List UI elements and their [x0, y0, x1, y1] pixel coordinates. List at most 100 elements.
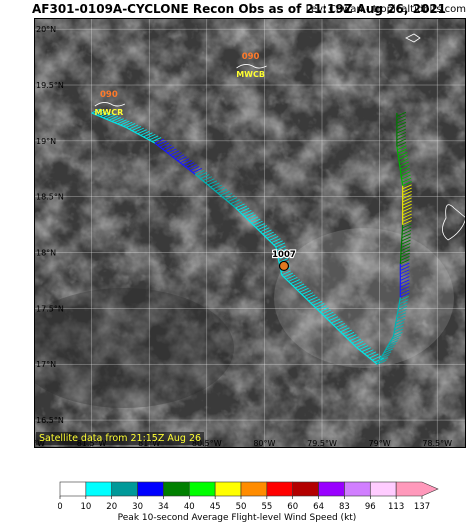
colorbar-segment: [240, 481, 268, 497]
wind-barb: [197, 172, 207, 177]
colorbar-segment: [266, 481, 294, 497]
wind-barb: [401, 174, 411, 180]
wind-barb: [108, 115, 119, 121]
wind-barb: [192, 167, 202, 173]
wind-barb: [402, 181, 412, 186]
wind-barb: [331, 318, 341, 324]
wind-barb: [380, 354, 390, 360]
wind-barb: [400, 249, 411, 255]
wind-barb: [167, 148, 177, 154]
colorbar-tick-label: 20: [106, 502, 117, 512]
wind-barb: [246, 214, 256, 220]
wind-barb: [308, 296, 318, 302]
station-id-label: 090: [242, 52, 260, 62]
flight-track: [91, 108, 412, 365]
wind-barb: [215, 186, 225, 192]
wind-barb: [257, 225, 268, 230]
colorbar-segment: [318, 481, 345, 497]
wind-barb: [227, 197, 238, 202]
wind-barb: [134, 127, 144, 133]
wind-barb: [306, 294, 316, 300]
wind-barb: [396, 315, 406, 321]
track-segment: [275, 246, 283, 276]
wind-barb: [162, 144, 172, 150]
wind-barb: [400, 279, 410, 285]
satellite-caption: Satellite data from 21:15Z Aug 26: [36, 432, 205, 445]
wind-barb: [347, 334, 357, 339]
wind-barb: [182, 160, 192, 166]
wind-barb: [396, 131, 407, 137]
wind-barb: [400, 289, 410, 295]
wind-barb: [402, 213, 412, 219]
wind-barb: [157, 140, 167, 146]
wind-barb: [397, 145, 407, 151]
colorbar-tick-label: 30: [132, 502, 143, 512]
wind-barb: [401, 229, 412, 235]
wind-barb: [391, 334, 401, 340]
wind-barb: [271, 238, 281, 244]
stations: 090 MWCB 090 MWCR: [94, 52, 267, 117]
wind-barb: [395, 318, 405, 324]
wind-barb: [402, 216, 412, 222]
wind-barb: [312, 300, 323, 306]
wind-barb: [402, 210, 412, 216]
wind-barb: [402, 184, 412, 190]
colorbar-tick-label: 113: [388, 502, 404, 512]
wind-barb: [358, 345, 369, 350]
wind-barb: [349, 336, 359, 342]
track-segment: [235, 207, 277, 248]
wind-barb: [400, 164, 410, 170]
wind-barb: [400, 252, 410, 258]
wind-barb: [220, 190, 230, 196]
wind-barb: [385, 345, 395, 351]
x-tick-label: 79.5°W: [307, 439, 337, 448]
wind-barb: [294, 283, 305, 289]
wind-barb: [276, 245, 286, 251]
colorbar-tick-label: 45: [210, 502, 221, 512]
wind-barb: [402, 194, 412, 199]
y-tick-label: 19.5°N: [36, 81, 64, 90]
wind-barb: [394, 325, 404, 331]
wind-barb: [125, 123, 136, 128]
wind-barb: [94, 109, 104, 115]
wind-barb: [288, 276, 298, 282]
wind-barb: [319, 307, 329, 313]
wind-barb: [164, 146, 175, 152]
wind-barb: [91, 108, 101, 114]
wind-barb: [399, 161, 409, 167]
colorbar: 0 10 20 30 34 40 45 50 55 60 64 83 96 113 137: [58, 480, 442, 514]
wind-barb: [400, 266, 410, 271]
wind-barb: [255, 223, 265, 228]
track-segment: [194, 173, 236, 209]
colorbar-segment: [137, 481, 164, 497]
wind-barb: [393, 331, 403, 337]
wind-barb: [128, 124, 139, 130]
wind-barb: [328, 316, 339, 322]
track-segment: [281, 274, 323, 315]
wind-barb: [266, 233, 277, 239]
wind-barb: [283, 272, 294, 278]
wind-barb: [239, 207, 250, 213]
wind-barb: [377, 359, 387, 365]
wind-barb: [394, 322, 405, 327]
wind-barb: [396, 135, 407, 141]
wind-barb: [202, 176, 213, 182]
station-name-label: MWCR: [94, 108, 123, 117]
wind-barb: [205, 178, 215, 184]
track-segment: [376, 336, 394, 365]
colorbar-segment: [292, 481, 319, 497]
wind-barb: [114, 118, 124, 124]
wind-barb: [174, 154, 185, 160]
colorbar-graphic: 0 10 20 30 34 40 45 50 55 60 64 83 96 113 137: [58, 481, 439, 512]
colorbar-tick-label: 64: [313, 502, 324, 512]
wind-barb: [179, 158, 190, 164]
wind-barb: [230, 199, 240, 205]
wind-barb: [137, 129, 147, 135]
wind-barb: [217, 188, 228, 194]
colorbar-segment: [369, 481, 397, 497]
wind-barb: [401, 243, 411, 248]
wind-barb: [371, 355, 382, 361]
wind-barb: [120, 120, 130, 126]
island-outline: [94, 101, 126, 107]
